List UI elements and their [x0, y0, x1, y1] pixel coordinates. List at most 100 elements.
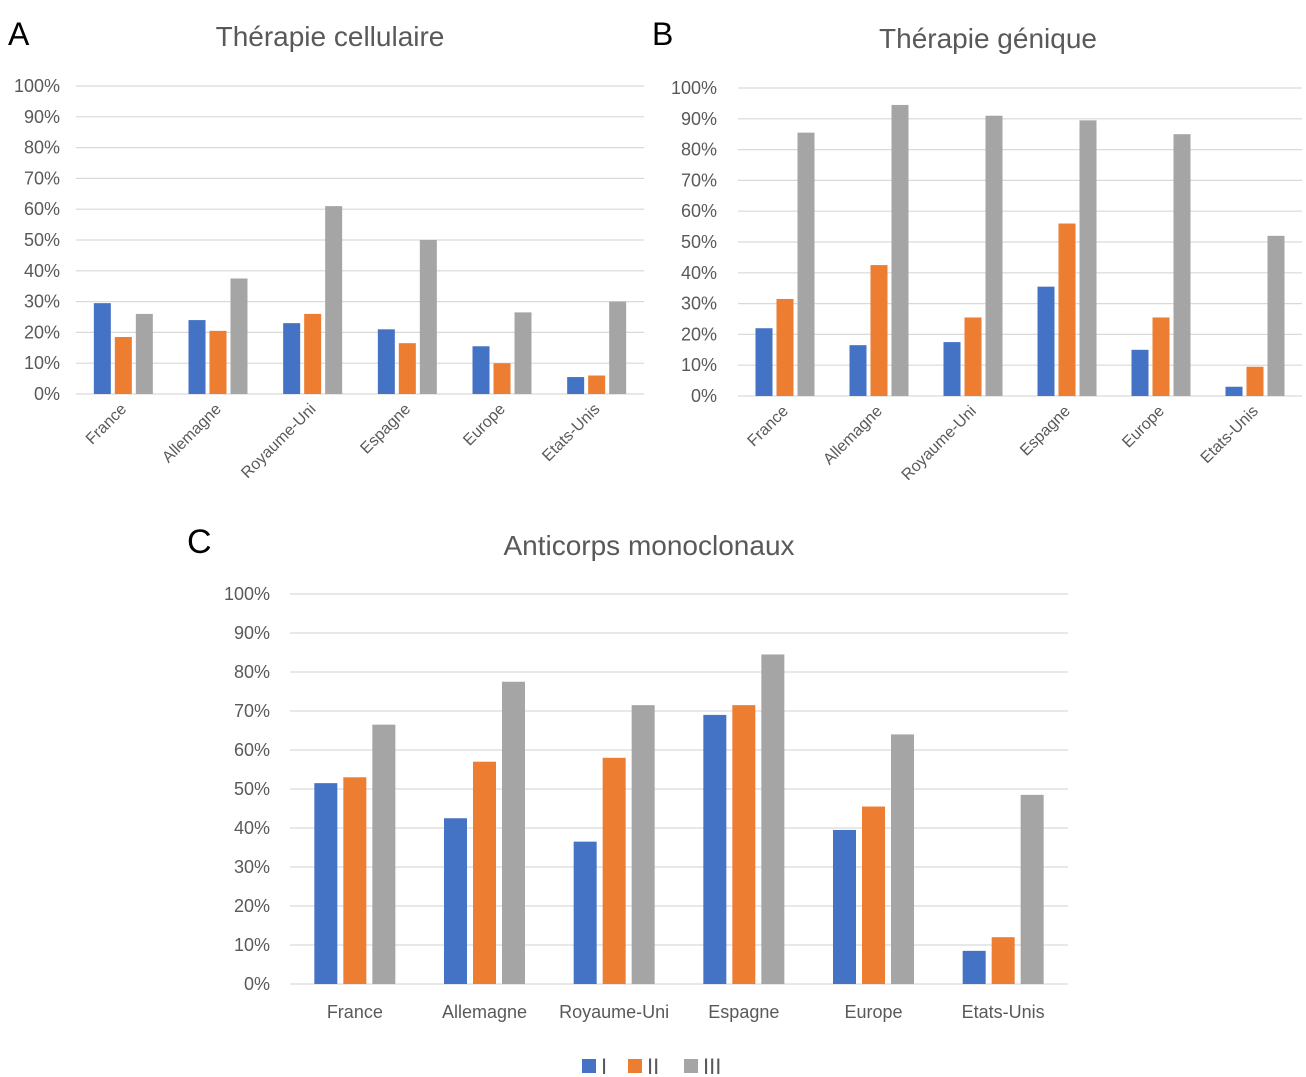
x-category-label: France	[327, 1002, 383, 1022]
y-tick-label: 40%	[234, 818, 270, 838]
bar-i	[1037, 286, 1055, 396]
bar-i	[703, 714, 727, 984]
y-tick-label: 10%	[24, 353, 60, 373]
y-tick-label: 100%	[671, 78, 717, 98]
bar-i	[943, 342, 961, 396]
bar-i	[472, 346, 490, 394]
y-tick-label: 30%	[681, 294, 717, 314]
bar-iii	[1020, 794, 1044, 984]
y-tick-label: 40%	[24, 261, 60, 281]
bar-iii	[761, 654, 785, 984]
legend-label: I	[601, 1054, 607, 1077]
y-tick-label: 0%	[244, 974, 270, 994]
y-tick-label: 30%	[24, 292, 60, 312]
chart-title: Anticorps monoclonaux	[503, 530, 794, 561]
bar-i	[377, 329, 395, 394]
y-tick-label: 80%	[234, 662, 270, 682]
bar-ii	[343, 777, 367, 984]
bar-iii	[609, 301, 627, 394]
chart-title: Thérapie génique	[879, 23, 1097, 54]
x-category-label: Europe	[1119, 403, 1168, 452]
bar-iii	[502, 681, 525, 984]
y-tick-label: 100%	[14, 76, 60, 96]
x-category-label: Allemagne	[820, 403, 886, 469]
x-category-label: Espagne	[708, 1002, 779, 1022]
bar-i	[962, 950, 986, 984]
bar-i	[755, 328, 773, 396]
y-tick-label: 10%	[681, 355, 717, 375]
y-tick-label: 20%	[681, 324, 717, 344]
y-tick-label: 70%	[234, 701, 270, 721]
chart-panel-b: B Thérapie génique 0% 10% 20% 30% 40% 50% 60% 70%…	[652, 16, 1302, 484]
y-tick-label: 0%	[691, 386, 717, 406]
bar-ii	[991, 937, 1015, 984]
bar-i	[573, 841, 597, 984]
bar-iii	[985, 115, 1003, 396]
bar-iii	[891, 104, 909, 396]
bar-ii	[870, 265, 888, 396]
bar-ii	[473, 761, 496, 984]
bar-ii	[1246, 366, 1264, 396]
bar-i	[283, 323, 301, 394]
panel-letter: C	[187, 523, 212, 561]
y-tick-label: 50%	[24, 230, 60, 250]
x-category-label: France	[745, 403, 792, 450]
x-category-label: Etats-Unis	[1198, 403, 1262, 467]
legend-label: III	[703, 1054, 721, 1077]
y-tick-label: 0%	[34, 384, 60, 404]
x-category-label: Espagne	[357, 401, 414, 458]
y-tick-label: 70%	[681, 170, 717, 190]
bar-ii	[964, 317, 982, 396]
bar-ii	[493, 363, 511, 394]
chart-title: Thérapie cellulaire	[216, 21, 445, 52]
bar-i	[849, 345, 867, 396]
bar-i	[93, 303, 111, 394]
legend-label: II	[647, 1054, 659, 1077]
bar-iii	[514, 312, 532, 394]
bar-iii	[230, 278, 248, 394]
legend: I II III	[582, 1054, 721, 1077]
bar-i	[833, 829, 856, 984]
y-tick-label: 50%	[234, 779, 270, 799]
bar-ii	[602, 757, 626, 984]
bar-iii	[631, 705, 655, 984]
bar-iii	[797, 132, 815, 396]
bar-iii	[1079, 120, 1097, 396]
y-tick-label: 90%	[234, 623, 270, 643]
y-tick-label: 80%	[681, 140, 717, 160]
y-tick-label: 10%	[234, 935, 270, 955]
y-tick-label: 20%	[24, 322, 60, 342]
bar-i	[314, 783, 338, 984]
chart-panel-c: C Anticorps monoclonaux 0% 10% 20% 30% 40% 50% 6…	[187, 523, 1068, 1022]
y-tick-label: 30%	[234, 857, 270, 877]
x-category-label: Allemagne	[159, 401, 225, 467]
bar-iii	[325, 206, 343, 394]
bar-ii	[304, 313, 322, 394]
x-category-label: Etats-Unis	[539, 401, 603, 465]
bar-ii	[1058, 223, 1076, 396]
y-tick-label: 70%	[24, 168, 60, 188]
legend-swatch-ii	[628, 1059, 642, 1073]
x-category-label: Europe	[844, 1002, 902, 1022]
y-tick-label: 40%	[681, 263, 717, 283]
bar-i	[1131, 349, 1149, 396]
bar-ii	[862, 806, 885, 984]
y-tick-label: 50%	[681, 232, 717, 252]
panel-letter: A	[8, 16, 30, 52]
bar-i	[567, 377, 585, 394]
panel-letter: B	[652, 16, 673, 52]
bar-ii	[398, 343, 416, 394]
bar-i	[188, 320, 206, 394]
chart-panel-a: A Thérapie cellulaire 0% 10% 20% 30% 40% 50% 60%…	[8, 16, 644, 482]
y-tick-label: 90%	[681, 109, 717, 129]
x-category-label: Royaume-Uni	[238, 401, 319, 482]
bar-iii	[135, 313, 153, 394]
y-tick-label: 60%	[681, 201, 717, 221]
x-category-label: Allemagne	[442, 1002, 527, 1022]
x-category-label: France	[83, 401, 130, 448]
bar-ii	[209, 330, 227, 394]
legend-swatch-i	[582, 1059, 596, 1073]
y-tick-label: 80%	[24, 138, 60, 158]
bar-ii	[1152, 317, 1170, 396]
